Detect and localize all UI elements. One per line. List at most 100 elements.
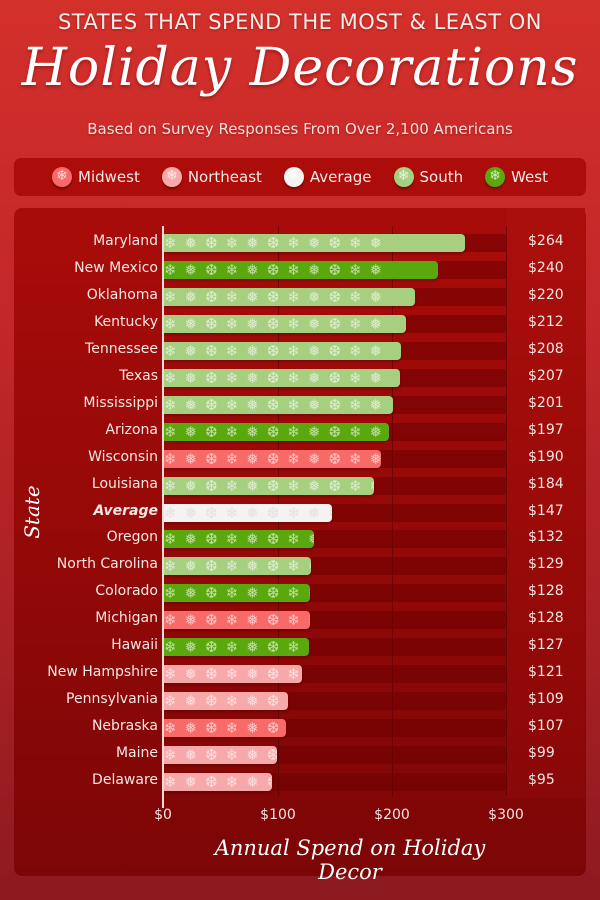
value-label: $201: [528, 394, 564, 411]
legend-label: West: [511, 168, 548, 186]
bar-row: Nebraska ❄❅❆❄❅❆❄❅❆❄❅ $107: [0, 714, 600, 741]
bar-row: Average ❄❅❆❄❅❆❄❅❆❄❅ $147: [0, 499, 600, 526]
bar-midwest: ❄❅❆❄❅❆❄❅❆❄❅: [164, 719, 286, 738]
bar-row: Michigan ❄❅❆❄❅❆❄❅❆❄❅ $128: [0, 606, 600, 633]
state-label: Kentucky: [94, 313, 158, 330]
state-label: Pennsylvania: [66, 691, 158, 708]
y-axis-label: State: [20, 485, 44, 539]
bar-northeast: ❄❅❆❄❅❆❄❅❆❄❅: [164, 665, 302, 684]
snowflake-dot-icon: [161, 167, 182, 187]
bar-west: ❄❅❆❄❅❆❄❅❆❄❅: [164, 638, 309, 657]
bar-row: Kentucky ❄❅❆❄❅❆❄❅❆❄❅ $212: [0, 310, 600, 337]
snowflake-dot-icon: [283, 167, 304, 187]
value-label: $128: [528, 583, 564, 600]
value-label: $121: [528, 664, 564, 681]
legend-label: Average: [309, 168, 372, 186]
bar-south: ❄❅❆❄❅❆❄❅❆❄❅: [164, 395, 394, 414]
value-label: $207: [528, 367, 564, 384]
state-label: Michigan: [95, 610, 158, 627]
bar-south: ❄❅❆❄❅❆❄❅❆❄❅: [164, 314, 406, 333]
state-label: Average: [93, 502, 158, 519]
bar-northeast: ❄❅❆❄❅❆❄❅❆❄❅: [164, 692, 289, 711]
snowflake-dot-icon: [393, 167, 414, 187]
state-label: Maryland: [93, 233, 158, 249]
state-label: North Carolina: [56, 556, 158, 573]
legend-item-south: South: [393, 167, 463, 187]
bar-south: ❄❅❆❄❅❆❄❅❆❄❅: [164, 234, 465, 252]
subtitle: Based on Survey Responses From Over 2,10…: [87, 120, 513, 138]
state-label: Delaware: [92, 772, 158, 788]
bar-row: Oregon ❄❅❆❄❅❆❄❅❆❄❅ $132: [0, 525, 600, 552]
bar-west: ❄❅❆❄❅❆❄❅❆❄❅: [164, 260, 438, 279]
legend: Midwest Northeast Average South West: [14, 158, 586, 196]
bar-row: Maryland ❄❅❆❄❅❆❄❅❆❄❅ $264: [0, 229, 600, 256]
state-label: Louisiana: [91, 475, 158, 492]
bar-row: Pennsylvania ❄❅❆❄❅❆❄❅❆❄❅ $109: [0, 687, 600, 714]
bar-row: Wisconsin ❄❅❆❄❅❆❄❅❆❄❅ $190: [0, 445, 600, 472]
title-script: Holiday Decorations: [21, 38, 579, 98]
value-label: $129: [528, 556, 564, 573]
x-tick-label: $300: [488, 807, 524, 823]
bar-row: New Hampshire ❄❅❆❄❅❆❄❅❆❄❅ $121: [0, 660, 600, 687]
value-label: $109: [528, 691, 564, 708]
state-label: Oklahoma: [86, 286, 158, 303]
gridline: [506, 226, 507, 796]
bar-midwest: ❄❅❆❄❅❆❄❅❆❄❅: [164, 449, 381, 468]
value-label: $212: [528, 313, 564, 330]
bar-south: ❄❅❆❄❅❆❄❅❆❄❅: [164, 287, 415, 306]
state-label: Maine: [115, 745, 158, 762]
bar-row: North Carolina ❄❅❆❄❅❆❄❅❆❄❅ $129: [0, 552, 600, 579]
state-label: Wisconsin: [88, 448, 158, 465]
value-label: $190: [528, 448, 564, 465]
value-label: $132: [528, 529, 564, 546]
state-label: Texas: [119, 367, 158, 384]
legend-item-midwest: Midwest: [52, 167, 140, 187]
state-label: Colorado: [95, 583, 158, 600]
bar-west: ❄❅❆❄❅❆❄❅❆❄❅: [164, 422, 389, 441]
legend-label: Northeast: [187, 168, 262, 186]
x-tick-label: $200: [374, 807, 410, 823]
state-label: New Mexico: [74, 259, 158, 276]
value-label: $147: [528, 502, 564, 519]
bar-row: Oklahoma ❄❅❆❄❅❆❄❅❆❄❅ $220: [0, 283, 600, 310]
legend-item-northeast: Northeast: [161, 167, 262, 187]
bar-northeast: ❄❅❆❄❅❆❄❅❆❄❅: [164, 773, 273, 791]
legend-label: Midwest: [78, 168, 140, 186]
bar-row: Delaware ❄❅❆❄❅❆❄❅❆❄❅ $95: [0, 768, 600, 795]
bar-row: Hawaii ❄❅❆❄❅❆❄❅❆❄❅ $127: [0, 633, 600, 660]
state-label: Oregon: [106, 529, 158, 546]
state-label: New Hampshire: [47, 664, 158, 681]
legend-item-average: Average: [283, 167, 372, 187]
bar-west: ❄❅❆❄❅❆❄❅❆❄❅: [164, 584, 310, 603]
bar-row: Tennessee ❄❅❆❄❅❆❄❅❆❄❅ $208: [0, 337, 600, 364]
x-tick-label: $0: [154, 807, 172, 823]
value-label: $99: [528, 745, 555, 762]
legend-item-west: West: [485, 167, 548, 187]
value-label: $128: [528, 610, 564, 627]
value-column: [507, 208, 585, 798]
bar-row: Texas ❄❅❆❄❅❆❄❅❆❄❅ $207: [0, 364, 600, 391]
y-axis-line: [162, 226, 164, 808]
bar-row: Arizona ❄❅❆❄❅❆❄❅❆❄❅ $197: [0, 418, 600, 445]
value-label: $197: [528, 421, 564, 438]
value-label: $127: [528, 637, 564, 654]
state-label: Arizona: [105, 421, 158, 438]
state-label: Nebraska: [91, 718, 158, 735]
value-label: $95: [528, 772, 555, 788]
x-axis-label: Annual Spend on Holiday Decor: [214, 836, 486, 884]
value-label: $107: [528, 718, 564, 735]
snowflake-dot-icon: [52, 167, 72, 187]
bar-row: New Mexico ❄❅❆❄❅❆❄❅❆❄❅ $240: [0, 256, 600, 283]
bar-row: Colorado ❄❅❆❄❅❆❄❅❆❄❅ $128: [0, 579, 600, 606]
value-label: $184: [528, 475, 564, 492]
bar-row: Mississippi ❄❅❆❄❅❆❄❅❆❄❅ $201: [0, 391, 600, 418]
value-label: $208: [528, 340, 564, 357]
bar-midwest: ❄❅❆❄❅❆❄❅❆❄❅: [164, 611, 310, 630]
bar-average: ❄❅❆❄❅❆❄❅❆❄❅: [164, 503, 332, 522]
bar-south: ❄❅❆❄❅❆❄❅❆❄❅: [164, 341, 402, 360]
bar-south: ❄❅❆❄❅❆❄❅❆❄❅: [164, 557, 312, 576]
bar-south: ❄❅❆❄❅❆❄❅❆❄❅: [164, 368, 400, 387]
bar-south: ❄❅❆❄❅❆❄❅❆❄❅: [164, 476, 374, 495]
bar-row: Maine ❄❅❆❄❅❆❄❅❆❄❅ $99: [0, 741, 600, 768]
x-tick-label: $100: [260, 807, 296, 823]
